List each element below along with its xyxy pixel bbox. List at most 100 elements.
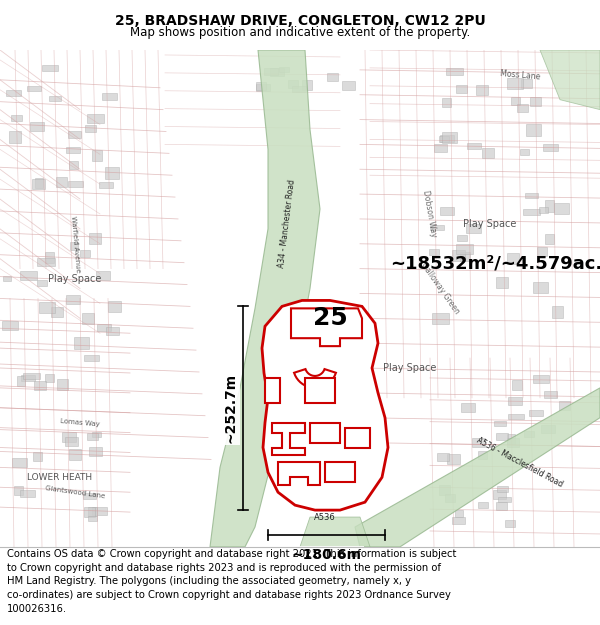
Bar xyxy=(440,207,454,215)
Text: Giantswood Lane: Giantswood Lane xyxy=(45,485,105,499)
Polygon shape xyxy=(278,462,320,485)
Bar xyxy=(525,193,538,198)
Bar xyxy=(430,225,444,231)
Polygon shape xyxy=(291,308,362,346)
Text: Lomas Way: Lomas Way xyxy=(60,418,100,428)
Polygon shape xyxy=(325,462,355,482)
Bar xyxy=(496,433,508,440)
Bar xyxy=(23,372,40,379)
Text: Galloway Green: Galloway Green xyxy=(419,261,461,316)
Bar xyxy=(8,131,21,142)
Bar xyxy=(102,92,116,100)
Text: ~252.7m: ~252.7m xyxy=(224,373,238,443)
Bar xyxy=(3,276,11,281)
Bar xyxy=(68,131,81,138)
Bar xyxy=(17,376,25,386)
Bar xyxy=(523,209,539,215)
Bar xyxy=(434,144,448,151)
Bar xyxy=(497,486,508,492)
Bar xyxy=(87,432,98,439)
Bar xyxy=(20,271,37,280)
Bar xyxy=(100,182,113,188)
Polygon shape xyxy=(300,517,370,547)
Bar xyxy=(82,313,94,324)
Bar xyxy=(440,135,454,142)
Bar xyxy=(32,179,45,189)
Text: ~180.6m: ~180.6m xyxy=(292,548,361,562)
Bar xyxy=(496,502,508,510)
Bar xyxy=(511,97,520,106)
Bar xyxy=(45,252,53,263)
Bar xyxy=(456,244,473,254)
Bar xyxy=(92,508,107,516)
Bar xyxy=(57,379,68,389)
Text: Dobson Way: Dobson Way xyxy=(421,190,439,238)
Bar xyxy=(529,410,542,416)
Bar xyxy=(2,321,17,330)
Bar xyxy=(507,438,518,447)
Bar xyxy=(553,306,563,318)
Bar xyxy=(447,454,460,464)
Bar xyxy=(493,490,506,499)
Bar xyxy=(554,203,569,214)
Bar xyxy=(68,181,83,188)
Text: A536 - Macclesfield Road: A536 - Macclesfield Road xyxy=(475,436,565,489)
Bar xyxy=(70,242,79,250)
Polygon shape xyxy=(345,428,370,448)
Bar xyxy=(12,459,28,467)
Text: Warfield Avenue: Warfield Avenue xyxy=(70,215,80,272)
Bar xyxy=(35,177,43,189)
Bar xyxy=(512,380,521,391)
Bar xyxy=(526,124,541,136)
Bar xyxy=(478,502,488,508)
Bar xyxy=(537,247,547,256)
Bar xyxy=(106,327,119,335)
Bar xyxy=(65,438,78,446)
Polygon shape xyxy=(540,50,600,109)
Bar xyxy=(559,401,570,410)
Bar xyxy=(505,521,515,527)
Bar xyxy=(499,497,511,502)
Bar xyxy=(494,421,506,426)
Bar xyxy=(507,253,518,264)
Bar xyxy=(507,78,523,89)
Polygon shape xyxy=(305,378,335,402)
Bar xyxy=(89,234,101,244)
Bar xyxy=(256,82,266,90)
Bar xyxy=(96,271,110,280)
Bar xyxy=(508,414,524,419)
Bar xyxy=(21,375,35,381)
Bar xyxy=(466,224,481,232)
Bar xyxy=(455,510,463,517)
Bar xyxy=(472,438,485,446)
Bar xyxy=(92,432,101,437)
Bar xyxy=(446,68,463,75)
Bar xyxy=(482,148,494,158)
Bar xyxy=(439,136,449,142)
Text: 25: 25 xyxy=(313,306,347,330)
Bar xyxy=(84,355,100,361)
Bar xyxy=(467,142,481,149)
Bar xyxy=(541,426,554,433)
Bar xyxy=(533,374,549,383)
Bar xyxy=(437,453,449,461)
Text: Play Space: Play Space xyxy=(49,274,101,284)
Bar xyxy=(521,79,532,88)
Bar xyxy=(508,398,521,404)
Text: ~18532m²/~4.579ac.: ~18532m²/~4.579ac. xyxy=(390,254,600,272)
Bar xyxy=(37,280,47,286)
Polygon shape xyxy=(355,388,600,547)
Bar xyxy=(539,208,548,213)
Bar xyxy=(524,431,534,437)
Bar xyxy=(478,451,487,459)
Text: A34 - Manchester Road: A34 - Manchester Road xyxy=(277,179,297,269)
Bar xyxy=(433,312,449,324)
Bar xyxy=(62,432,76,442)
Text: Map shows position and indicative extent of the property.: Map shows position and indicative extent… xyxy=(130,26,470,39)
Polygon shape xyxy=(294,369,336,388)
Bar xyxy=(88,507,97,516)
Bar xyxy=(545,200,554,212)
Bar xyxy=(42,66,58,71)
Bar xyxy=(11,115,22,121)
Bar xyxy=(256,84,270,91)
